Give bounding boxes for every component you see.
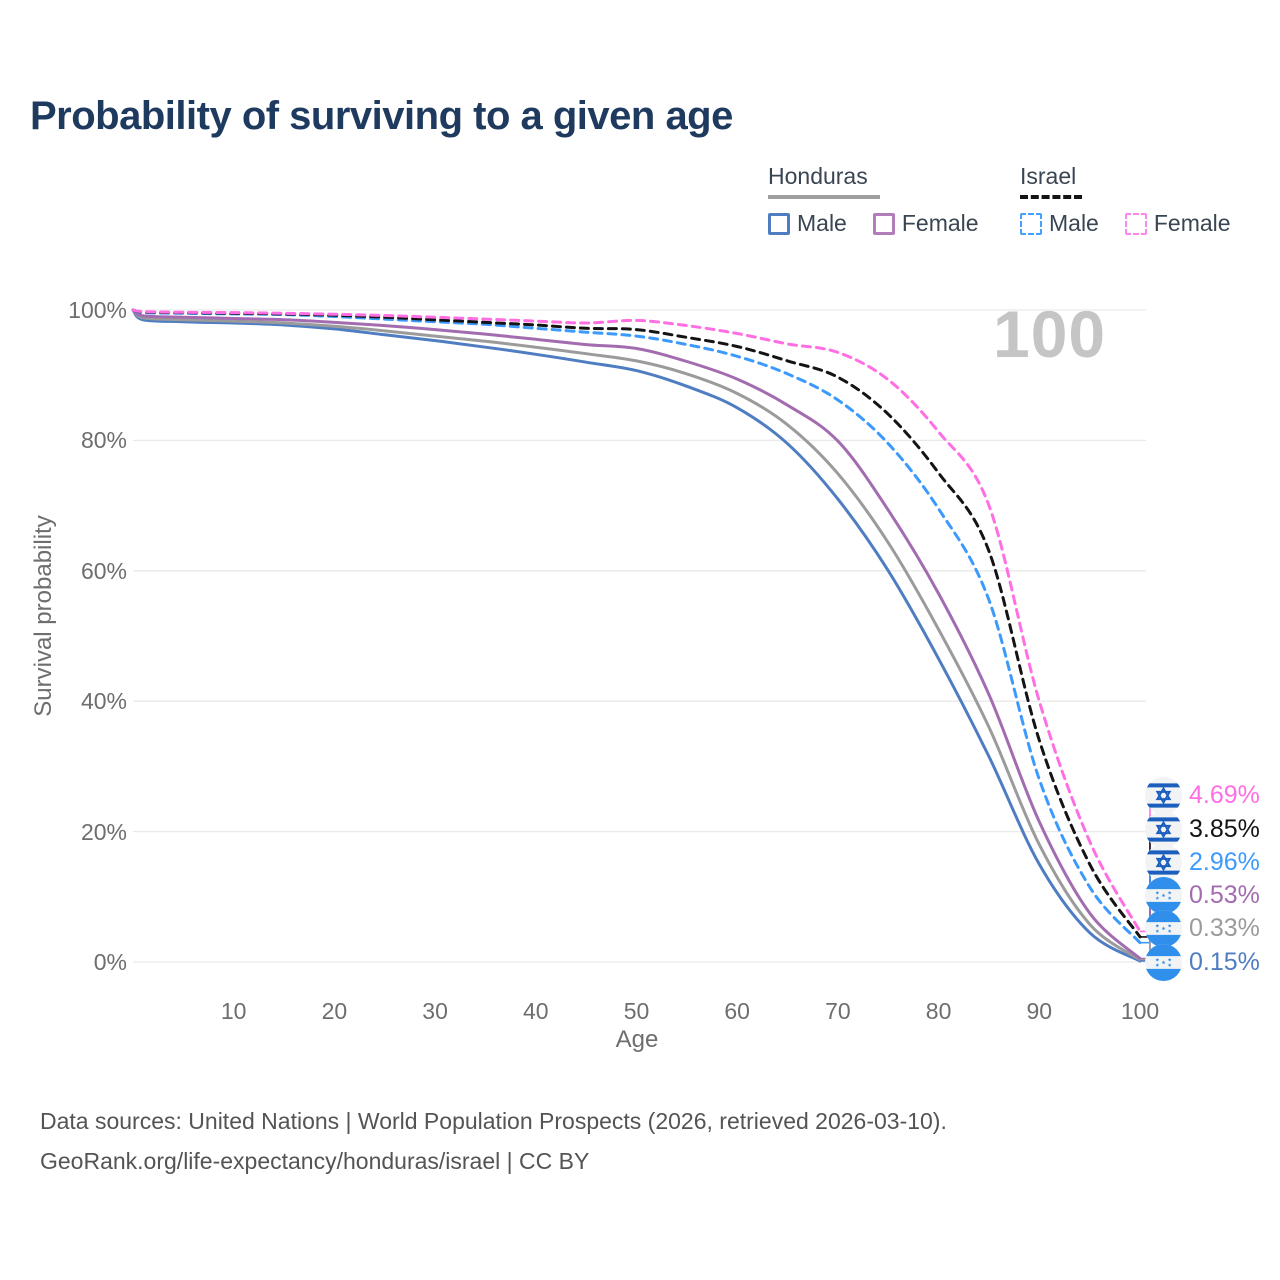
legend-items: Male Female [768,210,979,237]
honduras-flag-icon [1145,943,1182,981]
y-tick-label: 40% [80,688,127,715]
legend-checkbox-female[interactable] [1124,212,1147,235]
series-line-honduras-female [131,308,1142,960]
y-axis-title: Survival probability [30,515,57,717]
source-line-2: GeoRank.org/life-expectancy/honduras/isr… [40,1148,590,1174]
x-tick-label: 50 [623,998,650,1024]
honduras-flag-icon [1145,909,1182,947]
end-label-value: 3.85% [1189,814,1260,843]
y-tick-label: 0% [93,949,127,975]
end-label-value: 4.69% [1189,780,1260,809]
legend-item-label: Male [1049,210,1099,236]
israel-flag-icon [1145,843,1182,881]
page-title: Probability of surviving to a given age [30,94,733,138]
israel-flag-icon [1145,776,1182,814]
end-label-value: 0.33% [1189,913,1260,942]
age-watermark: 100 [993,297,1107,371]
y-tick-label: 60% [80,557,127,584]
x-tick-label: 90 [1026,998,1053,1024]
series-line-israel-male [131,308,1142,945]
legend-linestyle-sample-solid [768,195,880,199]
end-label-value: 2.96% [1189,847,1260,876]
legend-item-label: Male [797,210,847,236]
source-line-1: Data sources: United Nations | World Pop… [40,1108,947,1134]
x-tick-label: 20 [321,998,348,1024]
x-tick-label: 100 [1120,998,1160,1024]
end-label-honduras-both: 0.33% [1145,909,1260,947]
legend-item-honduras-male[interactable]: Male [768,210,847,237]
series-line-israel-both [131,308,1142,939]
honduras-flag-icon [1145,876,1182,914]
end-label-value: 0.53% [1189,880,1260,909]
series-line-israel-female [131,308,1142,933]
legend-linestyle-sample-dashed [1020,195,1082,199]
legend-country-israel: Israel [1020,163,1077,189]
end-label-value: 0.15% [1189,947,1260,976]
end-label-honduras-female: 0.53% [1145,876,1260,914]
series-line-honduras-both [131,308,1142,962]
legend-item-label: Female [901,210,979,236]
end-label-israel-both: 3.85% [1145,810,1260,848]
series-line-honduras-male [131,308,1142,963]
legend-item-israel-male[interactable]: Male [1020,210,1099,237]
legend-items: Male Female [1020,210,1231,237]
x-tick-label: 30 [422,998,448,1024]
end-label-israel-male: 2.96% [1145,843,1260,881]
x-tick-label: 60 [724,998,750,1024]
legend-item-israel-female[interactable]: Female [1124,210,1231,237]
y-tick-label: 80% [80,427,127,454]
x-tick-label: 70 [825,998,851,1024]
legend-checkbox-female[interactable] [872,212,895,235]
legend-item-label: Female [1153,210,1231,236]
legend-group-honduras: Honduras Male Female [768,163,979,237]
legend-checkbox-male[interactable] [1020,212,1042,235]
legend-country-honduras: Honduras [768,163,868,189]
israel-flag-icon [1145,810,1182,848]
legend-group-israel: Israel Male Female [1020,163,1231,237]
x-tick-label: 40 [523,998,549,1024]
legend-item-honduras-female[interactable]: Female [872,210,979,237]
y-tick-label: 100% [68,297,127,323]
end-label-honduras-male: 0.15% [1145,943,1260,981]
x-tick-label: 10 [220,998,247,1024]
legend-checkbox-male[interactable] [768,212,790,235]
end-label-israel-female: 4.69% [1145,776,1260,814]
x-tick-label: 80 [925,998,952,1024]
y-tick-label: 20% [80,818,127,845]
x-axis-title: Age [615,1026,659,1053]
